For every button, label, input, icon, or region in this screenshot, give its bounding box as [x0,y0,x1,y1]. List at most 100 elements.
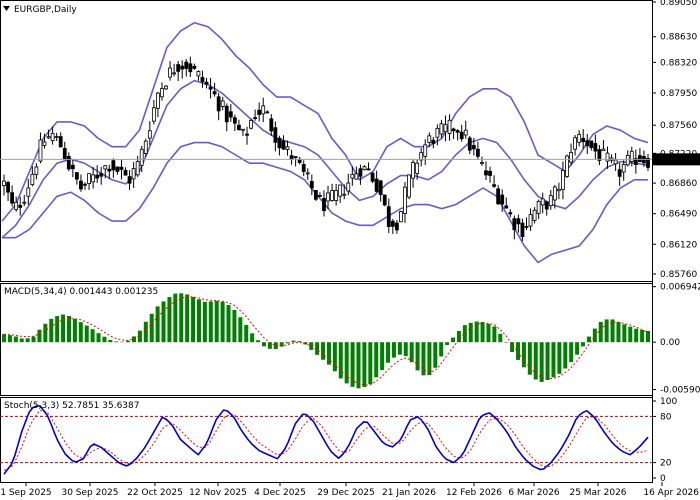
candle-body [431,139,436,144]
macd-bar [368,342,373,385]
candle-body [228,111,233,118]
candle-body [589,140,594,148]
macd-bar [167,297,172,343]
candle-body [394,222,399,231]
candle-body [160,88,164,98]
macd-bar [43,323,48,343]
candle-body [50,132,55,142]
candle-body [593,143,598,152]
candle-body [451,128,456,132]
candle-body [127,176,132,184]
candle-body [164,85,168,90]
candle-body [407,174,411,198]
macd-bar [391,342,396,358]
price-axis-label: 0.86120 [660,240,697,250]
macd-bar [640,330,645,343]
candle-body [147,130,152,139]
candle-body [309,181,314,189]
macd-bar [37,329,42,343]
macd-bar [285,342,290,344]
macd-bar [315,342,320,355]
candle-body [613,159,618,165]
macd-bar [226,305,231,343]
candle-body [415,162,420,174]
candle-body [540,198,545,206]
macd-bar [510,342,515,352]
stoch-main-line [3,404,649,475]
candle-body [484,170,488,176]
candle-body [58,136,63,148]
macd-bar [155,306,160,343]
candle-body [42,141,47,146]
candle-body [447,119,452,134]
macd-bar [55,316,60,343]
macd-bar [161,301,166,343]
candle-body [204,81,209,85]
x-axis-label: 25 Mar 2026 [569,488,626,498]
candle-body [241,128,245,131]
macd-bar [545,342,550,380]
macd-signal-line [3,296,649,386]
candle-body [79,180,83,190]
candles-group [2,56,650,241]
macd-bar [344,342,349,384]
macd-bar [563,342,568,369]
macd-bar [191,296,196,343]
macd-bar [610,319,615,343]
macd-bar [250,333,255,343]
candle-body [330,190,334,201]
candle-body [257,109,262,115]
macd-bar [25,338,30,343]
candle-body [601,148,606,152]
current-price-label: 0.87147 [656,156,693,166]
macd-bar [256,340,261,343]
macd-bar [131,336,136,343]
candle-body [504,205,509,209]
candle-body [633,158,638,165]
candle-body [107,168,112,172]
price-axis-label: 0.89050 [660,0,697,8]
x-axis-label: 30 Sep 2025 [61,488,118,498]
macd-bar [273,342,278,350]
candle-body [463,129,468,136]
macd-bar [120,341,125,343]
candle-body [419,152,424,161]
stoch-axis-label: 80 [660,412,672,422]
candle-body [151,107,156,122]
candle-body [577,134,582,143]
macd-bar [474,321,479,343]
macd-bar [279,342,284,347]
candle-body [123,169,128,176]
candle-body [520,222,525,238]
macd-bar [19,338,24,343]
candle-body [427,135,432,143]
candle-body [390,220,395,227]
candle-body [524,226,529,228]
x-axis-label: 22 Oct 2025 [127,488,183,498]
macd-bar [114,341,119,343]
macd-bar [338,342,343,379]
macd-bar [66,316,71,343]
x-axis-label: 29 Dec 2025 [317,488,375,498]
candle-body [646,157,650,168]
x-axis-label: 4 Dec 2025 [254,488,306,498]
macd-bar [439,342,444,357]
macd-bar [557,342,562,374]
candle-body [358,168,363,177]
candle-body [220,100,225,107]
candle-body [265,111,270,114]
candle-body [459,131,464,140]
candle-body [237,124,241,131]
macd-bar [78,322,83,343]
candle-body [30,173,35,185]
candle-body [6,182,10,193]
candle-body [135,161,140,176]
candle-body [34,166,39,175]
candle-body [62,148,67,160]
macd-bar [634,328,639,343]
macd-bar [196,299,201,343]
candle-body [548,195,553,207]
x-axis-label: 12 Feb 2026 [446,488,502,498]
macd-bar [126,340,131,343]
